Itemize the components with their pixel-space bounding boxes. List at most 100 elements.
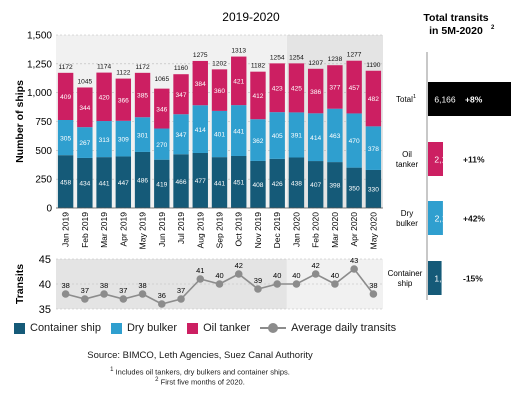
bar-dry-bulker	[269, 112, 285, 159]
y-tick-label: 0	[46, 204, 52, 215]
bar-oil-tanker	[269, 63, 285, 113]
bar-container	[327, 162, 343, 208]
bar-dry-bulker	[96, 121, 112, 158]
data-label-container: 407	[310, 182, 321, 189]
bar-container	[173, 154, 189, 208]
transits-label: 40	[273, 271, 281, 280]
bar-oil-tanker	[134, 72, 151, 118]
x-tick-label: May 2020	[368, 212, 378, 250]
side-bar-container-ship	[428, 261, 442, 295]
data-label-dry-bulker: 347	[176, 132, 187, 139]
bar-container	[134, 151, 151, 208]
bar-dry-bulker	[192, 105, 208, 153]
x-tick-label: Sep 2019	[215, 212, 225, 249]
bar-dry-bulker	[231, 105, 247, 156]
x-tick-label: Mar 2019	[99, 212, 109, 248]
transits-label: 40	[292, 271, 300, 280]
y-tick-label: 1,000	[27, 88, 52, 99]
x-tick-label: Aug 2019	[195, 212, 205, 249]
x-tick-label: Jan 2020	[291, 212, 301, 247]
bar-dry-bulker	[134, 117, 151, 152]
total-label: 1045	[78, 78, 93, 85]
legend-oil-tanker-swatch	[187, 322, 199, 334]
side-change-container-ship: -15%	[463, 274, 483, 284]
data-label-oil-tanker: 457	[349, 85, 360, 92]
data-label-dry-bulker: 270	[156, 142, 167, 149]
bar-oil-tanker	[231, 56, 247, 106]
bar-oil-tanker	[57, 72, 74, 121]
side-cat-oil-1: Oil	[402, 150, 412, 159]
transits-label: 38	[369, 281, 377, 290]
transits-point	[369, 290, 378, 298]
total-label: 1174	[97, 64, 112, 71]
footnote-2: 2 First five months of 2020.	[0, 377, 400, 387]
bar-container	[192, 152, 208, 208]
data-label-dry-bulker: 378	[368, 146, 379, 153]
x-tick-label: Dec 2019	[272, 212, 282, 249]
data-label-container: 330	[368, 187, 379, 194]
total-label: 1172	[135, 64, 150, 71]
total-label: 1172	[59, 64, 74, 71]
side-cat-total: Total	[396, 95, 413, 104]
legend-transits-marker	[260, 323, 287, 333]
legend: Container ship Dry bulker Oil tanker Ave…	[14, 322, 396, 334]
line-y-axis-title: Transits	[14, 264, 26, 304]
x-tick-label: Mar 2020	[330, 212, 340, 248]
data-label-container: 486	[137, 178, 148, 185]
bar-dry-bulker	[173, 114, 189, 155]
footnote-2-text: First five months of 2020.	[160, 377, 245, 387]
bar-dry-bulker	[211, 110, 228, 158]
transits-point	[157, 300, 166, 308]
data-label-container: 441	[214, 180, 225, 187]
data-label-dry-bulker: 309	[118, 136, 129, 143]
transits-label: 43	[350, 256, 358, 265]
legend-oil-tanker: Oil tanker	[187, 322, 250, 334]
data-label-container: 451	[233, 180, 244, 187]
y-tick-label: 1,500	[27, 31, 52, 42]
transits-point	[234, 270, 243, 278]
total-label: 1254	[289, 54, 304, 61]
data-label-dry-bulker: 305	[60, 135, 71, 142]
transits-point	[254, 285, 262, 293]
legend-container-swatch	[14, 322, 25, 334]
legend-dry-bulker-label: Dry bulker	[126, 322, 178, 334]
side-cat-dry-1: Dry	[401, 209, 413, 218]
bar-oil-tanker	[250, 71, 266, 120]
bar-dry-bulker	[346, 113, 362, 168]
bar-oil-tanker	[192, 60, 208, 106]
side-cat-container-2: ship	[398, 279, 413, 288]
transits-point	[292, 280, 301, 288]
bar-oil-tanker	[96, 72, 112, 122]
data-label-oil-tanker: 482	[368, 96, 379, 103]
total-label: 1190	[366, 62, 381, 69]
side-value-dry-bulker: 2,116	[435, 214, 456, 224]
bar-dry-bulker	[154, 128, 170, 160]
data-label-oil-tanker: 421	[233, 79, 244, 86]
legend-oil-tanker-label: Oil tanker	[203, 322, 251, 334]
data-label-container: 350	[349, 186, 360, 193]
x-tick-label: Jan 2019	[61, 212, 71, 247]
bar-container	[250, 160, 266, 208]
bar-dry-bulker	[115, 120, 132, 157]
data-label-dry-bulker: 313	[99, 137, 110, 144]
data-label-oil-tanker: 420	[99, 95, 110, 102]
total-label: 1313	[231, 48, 246, 55]
data-label-oil-tanker: 346	[156, 106, 167, 113]
transits-point	[311, 270, 320, 278]
bar-oil-tanker	[365, 70, 382, 127]
transits-label: 40	[331, 271, 339, 280]
data-label-dry-bulker: 401	[214, 132, 225, 139]
bar-container	[77, 157, 93, 208]
data-label-container: 466	[176, 179, 187, 186]
bar-dry-bulker	[327, 108, 343, 163]
footnote-1: 1 Includes oil tankers, dry bulkers and …	[0, 367, 400, 377]
side-change-total: +8%	[465, 95, 483, 105]
x-tick-label: Feb 2019	[80, 212, 90, 248]
transits-label: 38	[138, 281, 146, 290]
bar-container	[211, 157, 228, 208]
bar-dry-bulker	[307, 113, 324, 162]
bar-container	[346, 167, 362, 208]
transits-point	[100, 290, 108, 298]
y-axis-title: Number of ships	[14, 80, 26, 163]
